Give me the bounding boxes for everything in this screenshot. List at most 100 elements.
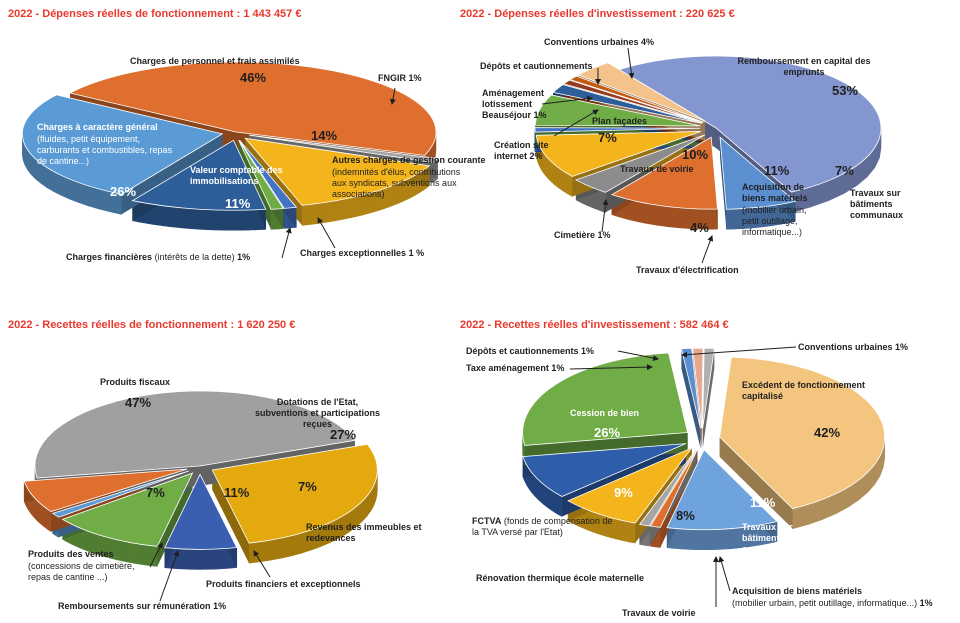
slice-side — [218, 548, 223, 570]
slice-side — [69, 178, 80, 204]
slice-side — [549, 488, 553, 512]
label-financiers: Produits financiers et exceptionnels — [206, 579, 361, 589]
slice-side — [125, 541, 131, 563]
label-conventions: Conventions urbaines 1% — [798, 342, 909, 352]
pct-ventes: 7% — [146, 485, 165, 500]
label-acq-desc: (mobilier urbain, petit outillage, infor… — [742, 205, 807, 237]
leader-creation — [553, 109, 599, 137]
label-acq: Acquisition de biens matériels — [732, 586, 863, 596]
slice-side — [628, 521, 633, 543]
pct-elec: 4% — [690, 220, 709, 235]
label-cession: Cession de bien — [570, 408, 640, 418]
slice-side — [191, 548, 196, 570]
slice-fngir — [248, 134, 439, 163]
slice-side — [652, 204, 658, 226]
label-revenus: Revenus des immeubles et redevances — [306, 522, 422, 543]
slice-side — [631, 522, 636, 544]
slice-side — [219, 209, 226, 231]
slice-side — [188, 548, 193, 570]
slice-side — [158, 204, 165, 227]
slice-side — [179, 207, 187, 229]
slice-side — [736, 527, 742, 549]
slice-plan-facades — [535, 94, 701, 127]
slice-travaux-de-voirie — [535, 131, 702, 177]
label-amenagement: Aménagement lotissement Beauséjour 1% — [482, 88, 547, 120]
slice-side — [625, 520, 630, 543]
slice-side — [735, 208, 739, 230]
label-general: Charges à caractère général — [37, 122, 158, 132]
slice-side — [554, 491, 558, 515]
slice-travaux-sur-batiments-communaux — [666, 449, 778, 531]
chart-title: 2022 - Dépenses réelles d'investissement… — [460, 8, 735, 20]
slice-side — [215, 548, 220, 570]
slice-side — [685, 528, 691, 550]
slice-valeur-comptable-des-immobilisations — [131, 139, 267, 211]
slice-side — [679, 207, 685, 229]
slice-travaux-de-voirie — [638, 449, 697, 527]
pct-acq: 11% — [764, 163, 790, 178]
slice-side — [206, 548, 211, 570]
pie-chart — [522, 346, 885, 607]
leader-elec — [701, 235, 714, 264]
slice-edge — [681, 348, 701, 449]
label-elec: Travaux d'électrification — [636, 265, 739, 275]
slice-side — [670, 206, 676, 228]
slice-side — [194, 549, 199, 570]
slice-side — [661, 205, 667, 227]
pie-chart — [534, 47, 882, 264]
slice-fctva — [522, 443, 686, 497]
slice-side — [203, 549, 208, 570]
label-rembours: Remboursement en capital des emprunts — [737, 56, 871, 77]
slice-side — [555, 164, 559, 188]
leader-taxe — [569, 364, 653, 371]
slice-charges-a-caractere-general — [21, 94, 224, 195]
slice-side — [675, 528, 682, 550]
slice-side — [552, 490, 555, 513]
slice-side — [689, 529, 696, 550]
slice-produits-des-ventes — [23, 468, 188, 512]
label-autres: Autres charges de gestion courante — [332, 155, 486, 165]
slice-charges-financieres — [238, 140, 285, 210]
label-acq: Acquisition de biens matériels — [742, 182, 808, 203]
chart-title: 2022 - Recettes réelles d'investissement… — [460, 319, 729, 331]
slice-side — [185, 548, 190, 570]
slice-edge — [720, 137, 727, 230]
slice-produits-fiscaux — [34, 390, 356, 479]
slice-side — [713, 529, 719, 550]
pct-bat: 11% — [750, 495, 776, 510]
slice-side — [213, 209, 221, 231]
label-excedent: Excédent de fonctionnement capitalisé — [742, 380, 866, 401]
slice-travaux-sur-batiments-communaux — [719, 136, 797, 210]
label-ventes-desc: (concessions de cimetière, repas de cant… — [28, 561, 135, 582]
slice-side — [292, 532, 303, 556]
slice-side — [727, 528, 733, 550]
slice-side — [174, 206, 181, 229]
leader-depots — [617, 350, 659, 361]
slice-side — [543, 483, 547, 507]
slice-side — [88, 185, 100, 210]
slice-side — [200, 549, 205, 570]
slice-side — [301, 204, 310, 226]
slice-side — [564, 171, 568, 195]
pct-financiers: 11% — [224, 485, 250, 500]
slice-side — [185, 207, 192, 230]
chart-recettes-fonctionnement: 2022 - Recettes réelles de fonctionnemen… — [0, 311, 480, 622]
label-fiscaux: Produits fiscaux — [100, 377, 171, 387]
pie-chart — [21, 61, 439, 259]
label-bat: Travaux sur bâtiments communaux — [850, 188, 904, 220]
slice-side — [675, 207, 681, 229]
label-conventions: Conventions urbaines 4% — [544, 37, 655, 47]
label-taxe: Taxe aménagement 1% — [466, 363, 565, 373]
slice-edge — [702, 348, 715, 449]
slice-side — [722, 528, 729, 550]
slice-side — [559, 494, 563, 518]
slice-edge — [157, 473, 193, 567]
slice-renovation-thermique-ecole-maternelle — [567, 446, 694, 524]
leader-financiers — [253, 550, 271, 578]
pct-revenus: 7% — [298, 479, 317, 494]
slice-side — [197, 549, 202, 570]
slice-side — [196, 208, 203, 230]
label-ventes: Produits des ventes — [28, 549, 114, 559]
slice-side — [684, 207, 690, 229]
leader-ventes — [149, 542, 163, 568]
